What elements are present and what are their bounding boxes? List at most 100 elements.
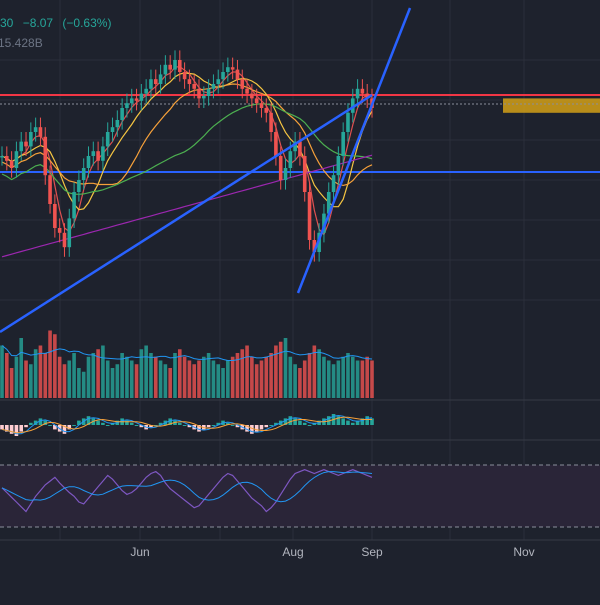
macd-bar-14 (67, 425, 72, 430)
candle-body-52 (250, 93, 254, 99)
x-axis-label-sep: Sep (361, 545, 383, 559)
volume-bar-10 (48, 330, 52, 398)
candle-body-64 (307, 192, 312, 240)
candle-body-61 (293, 141, 297, 152)
volume-bar-42 (202, 356, 206, 398)
volume-bar-51 (245, 345, 249, 398)
macd-bar-54 (259, 425, 264, 430)
volume-bar-53 (254, 364, 259, 398)
candle-body-10 (48, 175, 52, 204)
volume-bar-6 (29, 364, 33, 398)
legend-volume: 15.428B (0, 36, 43, 50)
macd-bar-75 (360, 418, 365, 425)
candle-body-50 (240, 79, 245, 89)
candle-body-55 (264, 108, 269, 113)
volume-bar-64 (307, 353, 312, 398)
candle-body-44 (211, 84, 216, 89)
macd-signal-line (1, 416, 372, 434)
volume-bar-56 (269, 353, 273, 398)
volume-bar-72 (346, 353, 350, 398)
volume-ma-line (1, 345, 373, 361)
volume-bar-57 (274, 345, 278, 398)
volume-bar-40 (192, 364, 197, 398)
candle-body-23 (110, 127, 115, 132)
candle-body-73 (350, 98, 355, 113)
volume-bar-29 (139, 349, 144, 398)
candle-body-16 (77, 180, 81, 192)
macd-bar-28 (134, 425, 139, 426)
volume-bar-13 (62, 364, 67, 398)
candle-body-51 (245, 88, 249, 94)
macd-bar-27 (129, 422, 134, 425)
volume-bar-76 (365, 356, 369, 398)
macd-bar-35 (168, 418, 172, 425)
volume-bar-48 (230, 356, 235, 398)
volume-bar-38 (182, 356, 187, 398)
macd-bar-26 (125, 420, 129, 425)
macd-bar-64 (307, 425, 312, 426)
macd-bar-31 (149, 425, 153, 428)
candle-body-21 (101, 146, 105, 161)
volume-bar-66 (317, 349, 321, 398)
macd-line (1, 414, 373, 435)
macd-bar-29 (139, 425, 144, 428)
macd-bar-43 (206, 425, 211, 428)
volume-bar-60 (288, 356, 293, 398)
macd-bar-44 (211, 425, 216, 426)
ma-slow-line (1, 83, 373, 187)
macd-bar-71 (341, 418, 345, 425)
candle-body-1 (5, 156, 9, 161)
candle-body-47 (226, 67, 230, 72)
candle-body-13 (62, 232, 67, 248)
candle-body-62 (298, 141, 302, 156)
macd-bar-76 (365, 416, 369, 425)
volume-bar-58 (278, 341, 283, 398)
volume-bar-2 (9, 368, 14, 398)
x-axis-label-jun: Jun (130, 545, 150, 559)
volume-bar-59 (283, 338, 288, 398)
candle-body-22 (105, 132, 110, 147)
volume-bar-0 (0, 345, 4, 398)
volume-bar-63 (302, 360, 307, 398)
macd-bar-77 (370, 418, 374, 425)
macd-bar-51 (245, 425, 249, 432)
candle-body-76 (365, 93, 369, 99)
macd-bar-52 (250, 425, 254, 434)
volume-bar-52 (250, 356, 254, 398)
candle-body-68 (326, 192, 331, 214)
macd-bar-20 (96, 420, 100, 425)
volume-bar-62 (298, 368, 302, 398)
macd-bar-4 (19, 425, 24, 432)
legend-row: 30 −8.07 (−0.63%) (0, 16, 111, 30)
legend-change: −8.07 (22, 16, 54, 30)
volume-bar-26 (125, 356, 129, 398)
ma-fast-line (1, 65, 373, 236)
legend-lead: 30 (0, 16, 14, 30)
macd-bar-55 (264, 425, 269, 428)
volume-bar-74 (355, 360, 360, 398)
volume-bar-68 (326, 360, 331, 398)
volume-bar-21 (101, 345, 105, 398)
macd-bar-72 (346, 420, 350, 425)
candle-body-6 (29, 132, 33, 147)
volume-bar-9 (43, 353, 48, 398)
volume-bar-71 (341, 356, 345, 398)
volume-bar-28 (134, 364, 139, 398)
volume-bar-31 (149, 353, 153, 398)
volume-bar-73 (350, 356, 355, 398)
macd-bar-41 (197, 425, 201, 432)
volume-bar-7 (33, 349, 38, 398)
volume-bar-33 (158, 360, 163, 398)
candle-body-5 (24, 141, 28, 147)
candle-body-71 (341, 132, 345, 156)
rsi-line (1, 469, 373, 513)
candle-body-70 (336, 156, 341, 176)
macd-bar-56 (269, 425, 273, 426)
volume-bar-45 (216, 364, 221, 398)
candle-body-45 (216, 79, 221, 84)
volume-bar-69 (331, 364, 336, 398)
resistance-zone (503, 98, 600, 113)
volume-bar-32 (153, 356, 158, 398)
